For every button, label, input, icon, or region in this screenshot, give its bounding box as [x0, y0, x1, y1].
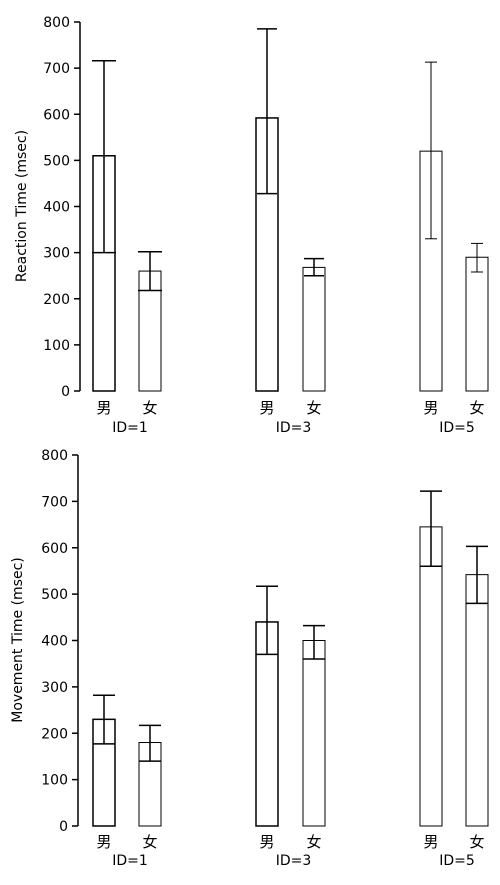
bar: [302, 640, 326, 827]
y-tick-label: 300: [41, 680, 68, 696]
category-label: 男: [96, 833, 111, 851]
y-tick-label: 100: [43, 338, 70, 354]
category-label: 女: [306, 399, 321, 417]
group-label: ID=5: [439, 420, 475, 436]
y-tick-label: 700: [43, 61, 70, 77]
category-label: 女: [469, 833, 484, 851]
bar: [419, 526, 443, 827]
category-label: 男: [259, 833, 274, 851]
group-label: ID=1: [112, 420, 148, 436]
group-label: ID=3: [276, 853, 312, 869]
category-label: 女: [469, 399, 484, 417]
group-label: ID=5: [439, 853, 475, 869]
bar: [465, 256, 489, 392]
category-label: 男: [96, 399, 111, 417]
y-tick-label: 400: [43, 200, 70, 216]
y-tick-label: 600: [43, 107, 70, 123]
y-tick-label: 800: [43, 15, 70, 31]
category-label: 女: [306, 833, 321, 851]
category-label: 女: [142, 399, 157, 417]
category-label: 男: [259, 399, 274, 417]
y-axis-title: Reaction Time (msec): [14, 130, 30, 282]
y-tick-label: 500: [43, 153, 70, 169]
y-axis-title: Movement Time (msec): [10, 557, 26, 722]
y-tick-label: 600: [41, 541, 68, 557]
y-tick-label: 200: [43, 292, 70, 308]
y-tick-label: 300: [43, 246, 70, 262]
y-tick-label: 500: [41, 587, 68, 603]
category-label: 男: [423, 833, 438, 851]
group-label: ID=1: [112, 853, 148, 869]
y-tick-label: 100: [41, 773, 68, 789]
y-tick-label: 0: [59, 819, 68, 835]
category-label: 女: [142, 833, 157, 851]
y-tick-label: 200: [41, 726, 68, 742]
group-label: ID=3: [276, 420, 312, 436]
y-tick-label: 800: [41, 448, 68, 464]
bar: [465, 574, 489, 827]
bar: [302, 266, 326, 392]
category-label: 男: [423, 399, 438, 417]
y-tick-label: 400: [41, 634, 68, 650]
y-tick-label: 0: [61, 384, 70, 400]
y-tick-label: 700: [41, 494, 68, 510]
